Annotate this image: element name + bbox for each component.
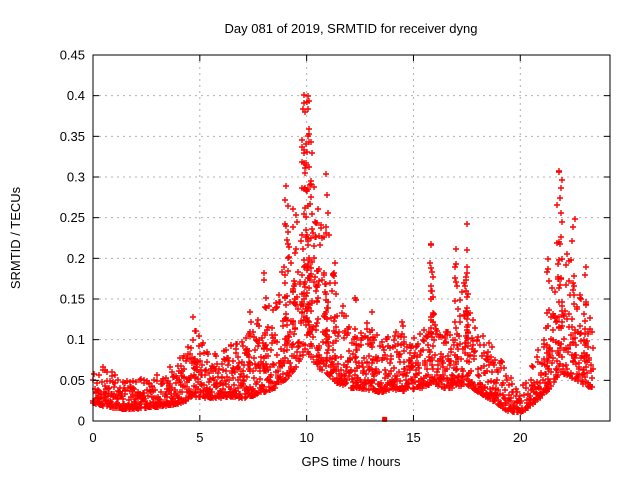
- y-tick-label: 0.2: [67, 251, 85, 266]
- x-tick-label: 0: [89, 430, 96, 445]
- y-tick-label: 0.3: [67, 170, 85, 185]
- x-axis-label: GPS time / hours: [302, 454, 401, 469]
- outlier-square-marker: [382, 416, 388, 422]
- y-tick-label: 0.45: [60, 48, 85, 63]
- x-tick-label: 5: [196, 430, 203, 445]
- x-tick-label: 20: [513, 430, 527, 445]
- y-tick-label: 0: [78, 414, 85, 429]
- y-tick-label: 0.05: [60, 373, 85, 388]
- y-tick-label: 0.1: [67, 332, 85, 347]
- x-tick-label: 10: [299, 430, 313, 445]
- outlier-points: [382, 416, 388, 422]
- y-tick-label: 0.25: [60, 210, 85, 225]
- y-axis-label: SRMTID / TECUs: [8, 186, 23, 289]
- y-tick-label: 0.35: [60, 129, 85, 144]
- x-tick-label: 15: [406, 430, 420, 445]
- tick-marks: [92, 54, 610, 422]
- plot-border: [92, 54, 611, 422]
- tick-labels: 0 5 10 15 20 0 0.05 0.1 0.15 0.2 0.25 0.3 0.35 0.4 0.4…: [60, 48, 528, 446]
- chart-title: Day 081 of 2019, SRMTID for receiver dyn…: [225, 21, 478, 36]
- y-tick-label: 0.15: [60, 292, 85, 307]
- y-tick-label: 0.4: [67, 88, 85, 103]
